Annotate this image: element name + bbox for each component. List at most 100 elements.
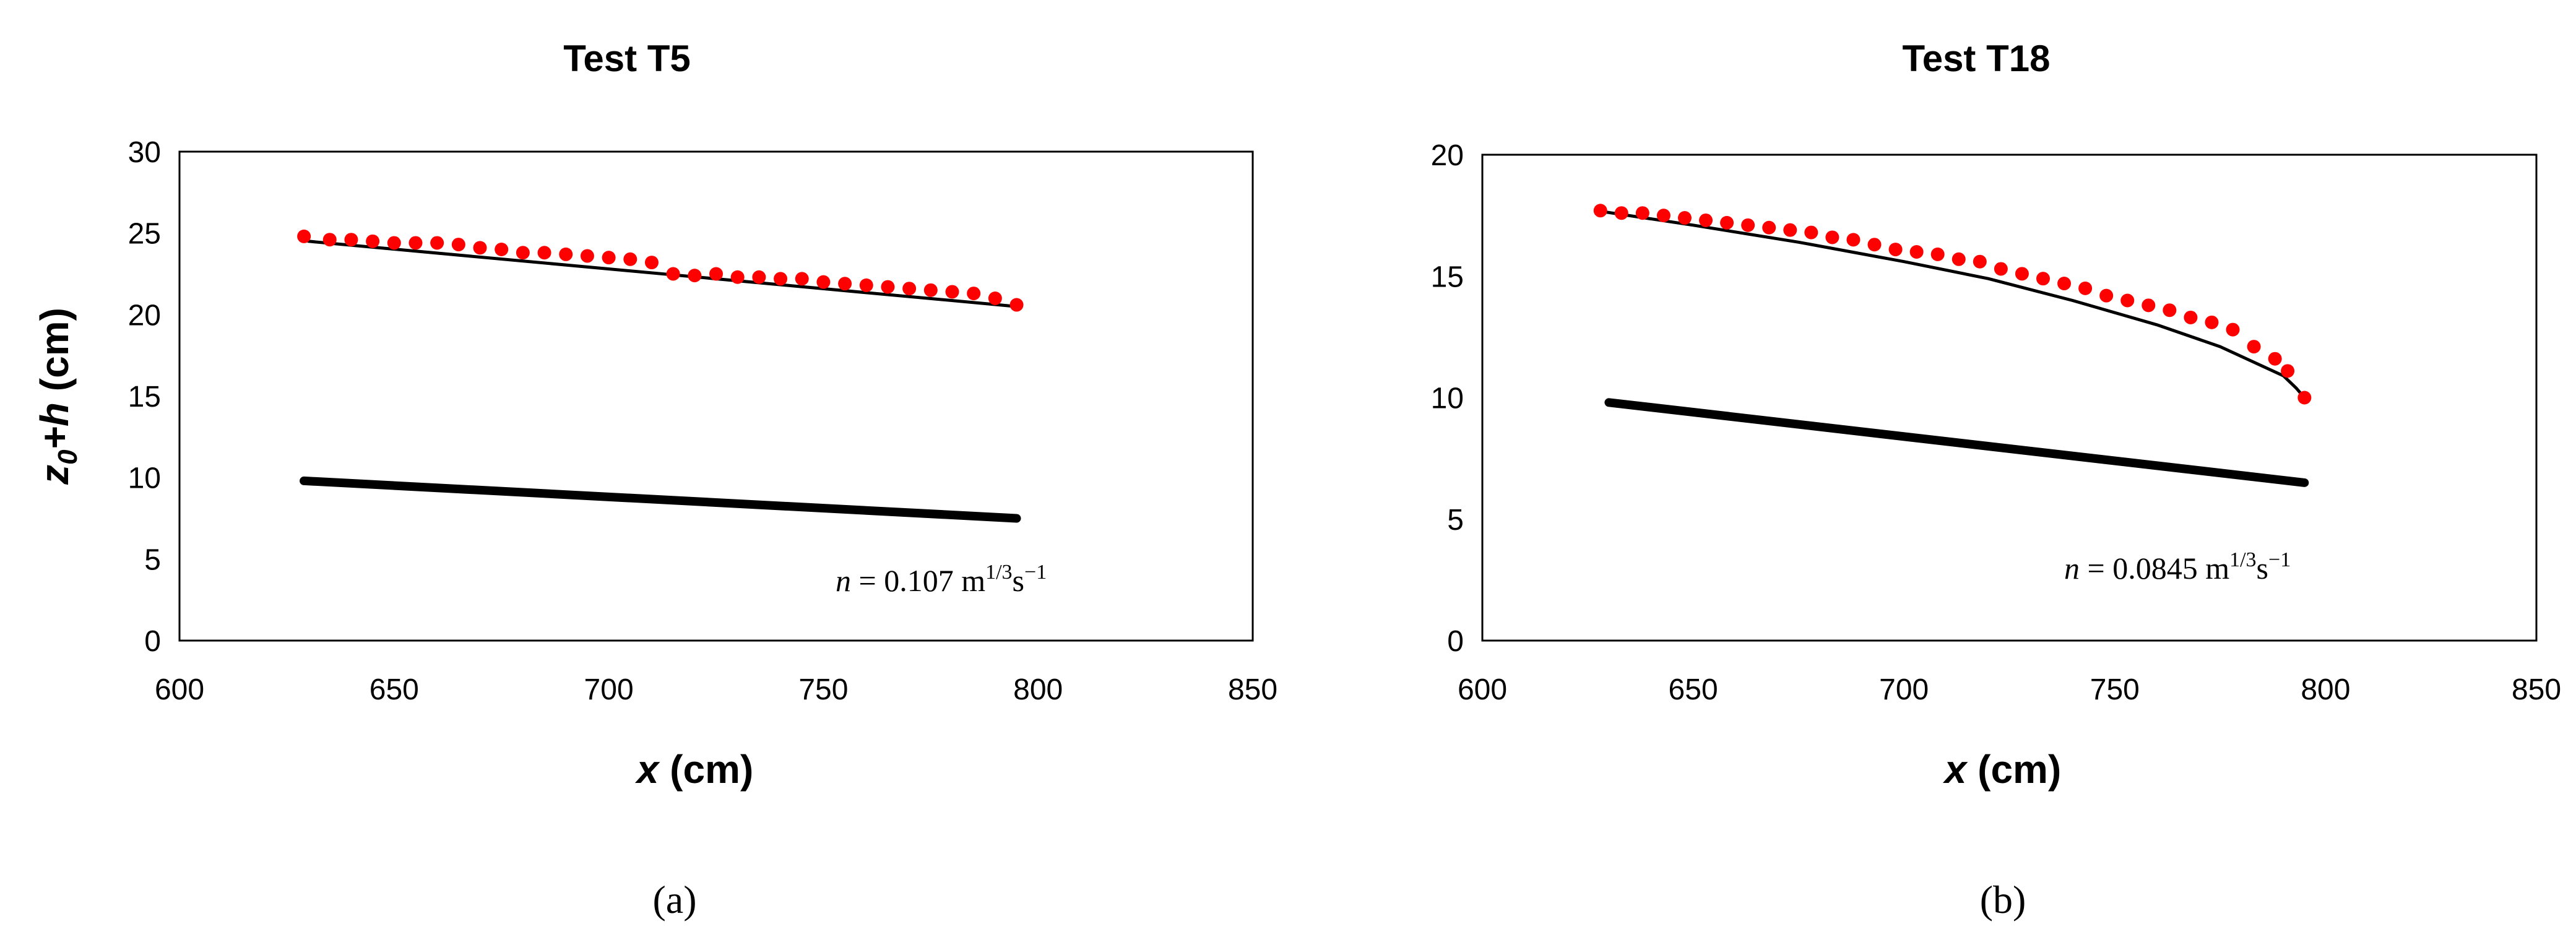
data-point <box>1593 204 1607 218</box>
data-point <box>495 243 509 256</box>
plot-area-border <box>1481 153 2538 642</box>
y-tick-labels: 0 5 10 15 20 <box>1431 139 1464 658</box>
data-point <box>366 234 380 248</box>
data-point <box>1699 213 1713 227</box>
y-tick-label: 10 <box>1431 382 1464 415</box>
x-axis-label: x (cm) <box>1943 747 2062 792</box>
x-tick-label: 800 <box>1013 673 1063 706</box>
data-point <box>945 285 959 299</box>
y-tick-label: 10 <box>128 462 161 495</box>
data-point <box>1951 252 1966 266</box>
bed-profile-line <box>1604 398 2309 487</box>
x-tick-label: 850 <box>1228 673 1277 706</box>
data-point <box>2036 272 2050 286</box>
data-point <box>1825 230 1839 244</box>
y-tick-label: 30 <box>128 136 161 169</box>
data-point <box>2205 315 2219 329</box>
data-point <box>1804 225 1818 240</box>
data-point <box>580 249 594 263</box>
x-tick-label: 750 <box>2090 673 2140 706</box>
data-point <box>2247 340 2261 354</box>
data-point <box>1909 245 1924 259</box>
data-point <box>1720 215 1734 230</box>
data-point <box>2163 303 2177 318</box>
y-tick-label: 15 <box>1431 261 1464 293</box>
data-point <box>473 241 487 255</box>
simulated-surface-line <box>306 240 1018 308</box>
data-point <box>2057 277 2072 291</box>
data-point <box>688 269 702 283</box>
y-tick-label: 25 <box>128 218 161 251</box>
data-point <box>2268 352 2282 366</box>
data-point <box>2120 293 2135 308</box>
data-point <box>2226 322 2240 337</box>
y-tick-label: 20 <box>128 299 161 332</box>
data-point <box>1846 233 1861 247</box>
panel-label: (a) <box>652 878 696 922</box>
y-axis-label: z0+h (cm) <box>32 308 83 485</box>
chart-test-t18: Test T18 0 5 10 15 20 600 650 700 750 800 850 x (… <box>1431 38 2561 922</box>
data-point <box>2281 364 2295 378</box>
data-point <box>644 256 659 270</box>
x-tick-label: 600 <box>155 673 204 706</box>
data-point <box>1009 298 1024 312</box>
data-point <box>602 251 616 265</box>
data-point <box>408 236 423 250</box>
manning-annotation: n = 0.107 m1/3s−1 <box>836 561 1047 598</box>
x-tick-label: 650 <box>1669 673 1718 706</box>
y-tick-label: 15 <box>128 381 161 413</box>
y-tick-label: 5 <box>1447 504 1464 537</box>
data-point <box>666 267 680 281</box>
data-point <box>430 236 444 250</box>
x-tick-label: 700 <box>584 673 634 706</box>
data-point <box>1930 247 1945 261</box>
data-point <box>1783 223 1797 237</box>
data-point <box>1888 243 1903 257</box>
data-point <box>451 238 465 252</box>
data-point <box>1635 206 1649 220</box>
y-tick-label: 0 <box>1447 625 1464 658</box>
chart-title: Test T5 <box>563 38 691 79</box>
data-point <box>2142 298 2156 313</box>
x-tick-label: 800 <box>2301 673 2350 706</box>
x-tick-label: 650 <box>370 673 419 706</box>
data-point <box>1656 209 1671 223</box>
data-point <box>795 272 809 286</box>
panel-label: (b) <box>1980 878 2026 922</box>
data-point <box>816 275 831 289</box>
x-tick-label: 850 <box>2512 673 2561 706</box>
data-point <box>1867 238 1882 252</box>
data-point <box>322 233 337 247</box>
x-axis-label: x (cm) <box>635 747 754 792</box>
data-point <box>2099 288 2114 303</box>
y-tick-labels: 0 5 10 15 20 25 30 <box>128 136 161 658</box>
data-point <box>859 278 873 292</box>
data-point <box>1614 206 1628 220</box>
data-point <box>387 236 401 250</box>
data-point <box>967 287 981 301</box>
plot-area-border <box>178 150 1254 642</box>
data-point <box>838 277 852 291</box>
data-point <box>2297 391 2312 405</box>
data-point <box>1677 211 1692 225</box>
data-point <box>709 267 723 281</box>
data-point <box>2184 310 2198 324</box>
x-tick-labels: 600 650 700 750 800 850 <box>155 673 1277 706</box>
x-tick-label: 700 <box>1879 673 1929 706</box>
x-tick-labels: 600 650 700 750 800 850 <box>1458 673 2561 706</box>
data-point <box>297 229 311 243</box>
data-point <box>988 292 1002 305</box>
data-point <box>344 233 358 247</box>
data-point <box>1762 220 1776 235</box>
x-tick-label: 750 <box>798 673 848 706</box>
data-point <box>2078 281 2093 295</box>
chart-title: Test T18 <box>1903 38 2051 79</box>
data-point <box>537 246 551 260</box>
data-point <box>1973 254 1987 269</box>
data-point <box>752 270 766 284</box>
data-point <box>923 283 938 297</box>
series-marks <box>297 229 1024 523</box>
data-point <box>1741 218 1755 232</box>
data-point <box>881 280 895 294</box>
